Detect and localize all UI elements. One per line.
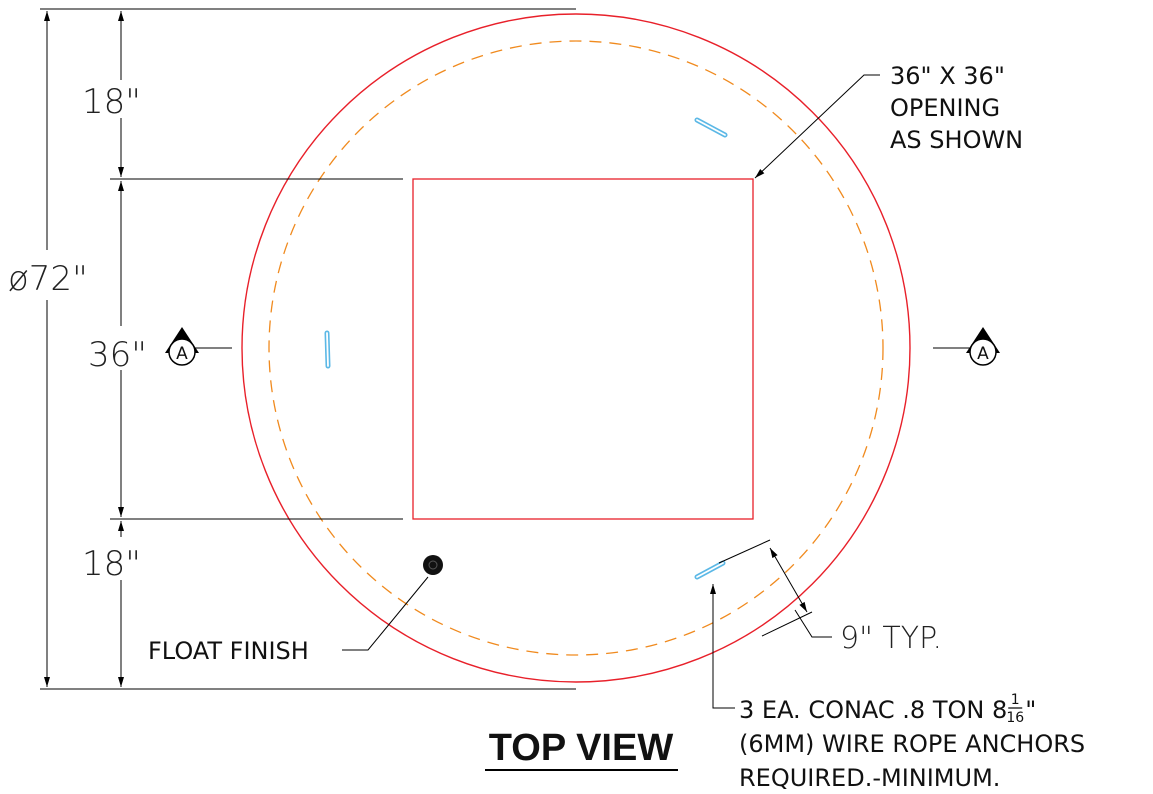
outer-circle <box>241 13 911 683</box>
offset-dimension-label: 9" TYP. <box>840 621 942 656</box>
top-dimension: 18" <box>82 82 141 122</box>
anchor-note-prefix: 3 EA. CONAC .8 TON 8 <box>739 696 1007 724</box>
float-finish-symbol <box>423 555 443 575</box>
square-opening <box>412 178 754 520</box>
middle-dimension: 36" <box>88 335 147 375</box>
opening-leader <box>754 74 880 179</box>
anchor-note-suffix: " <box>1025 696 1036 724</box>
inner-dashed-circle <box>268 40 884 656</box>
drawing-title: TOP VIEW <box>489 727 674 769</box>
offset-dimension <box>718 539 832 638</box>
anchor-note-fraction-denominator: 16 <box>1006 710 1024 726</box>
opening-note-line-2: OPENING <box>890 94 1000 122</box>
opening-note-line-1: 36" X 36" <box>890 62 1005 90</box>
anchor-note-line-3: REQUIRED.-MINIMUM. <box>739 764 1000 792</box>
section-marker-left-label: A <box>176 344 188 364</box>
anchor-left <box>324 330 331 369</box>
anchor-note-line-1: 3 EA. CONAC .8 TON 8 <box>739 696 1007 724</box>
anchor-top <box>694 117 728 138</box>
anchor-leader <box>710 584 735 709</box>
anchor-bottom <box>694 560 726 580</box>
float-finish-label: FLOAT FINISH <box>148 637 309 665</box>
section-marker-right-label: A <box>977 344 989 364</box>
diameter-dimension: ø72" <box>8 259 88 299</box>
extension-lines <box>40 8 576 690</box>
opening-note-line-3: AS SHOWN <box>890 126 1023 154</box>
section-marker-left: A <box>165 327 232 366</box>
bottom-dimension: 18" <box>82 544 141 584</box>
anchor-note-fraction-numerator: 1 <box>1011 692 1020 708</box>
float-finish-leader <box>342 576 429 651</box>
section-marker-right: A <box>933 327 1000 366</box>
anchor-note-line-2: (6MM) WIRE ROPE ANCHORS <box>739 730 1085 758</box>
